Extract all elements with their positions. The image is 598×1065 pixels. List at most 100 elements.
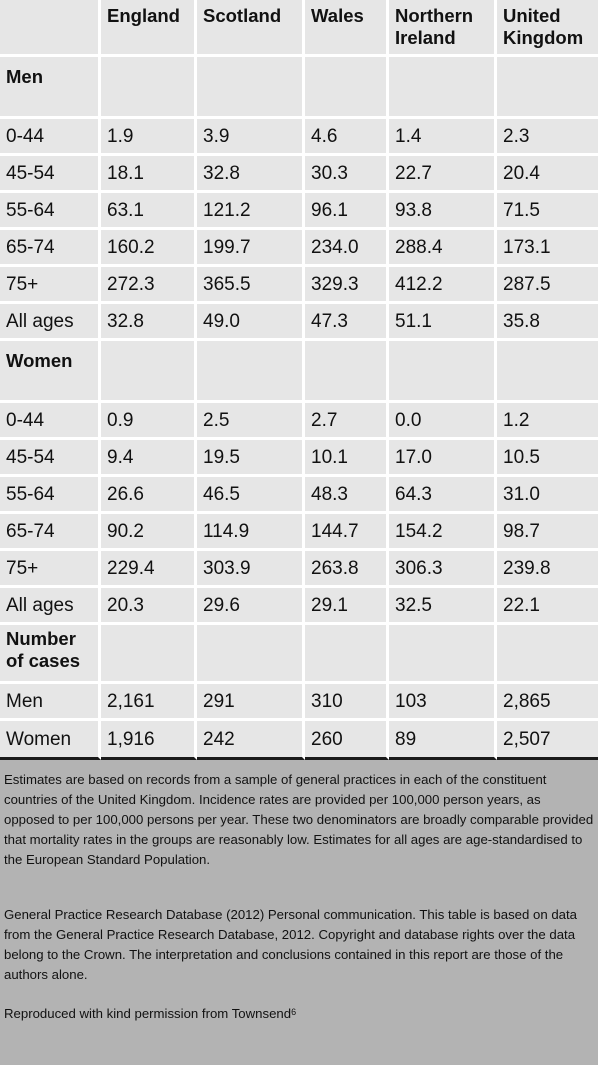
table-cell: 306.3 [389,551,497,588]
column-header: Northern Ireland [389,0,497,57]
table-cell: 2,161 [101,684,197,721]
table-row: 75+ 272.3 365.5 329.3 412.2 287.5 [0,267,598,304]
table-cell: 412.2 [389,267,497,304]
table-cell: 30.3 [305,156,389,193]
table-cell: 18.1 [101,156,197,193]
table-row: 75+ 229.4 303.9 263.8 306.3 239.8 [0,551,598,588]
table-cell: 288.4 [389,230,497,267]
column-header: Wales [305,0,389,57]
empty-cell [389,57,497,119]
row-label: 0-44 [0,403,101,440]
section-title: Women [0,341,101,403]
table-cell: 71.5 [497,193,598,230]
table-cell: 272.3 [101,267,197,304]
table-cell: 32.8 [197,156,305,193]
table-cell: 48.3 [305,477,389,514]
table-cell: 9.4 [101,440,197,477]
table-cell: 3.9 [197,119,305,156]
table-cell: 160.2 [101,230,197,267]
empty-cell [389,625,497,684]
table-cell: 260 [305,721,389,760]
empty-cell [305,625,389,684]
table-cell: 103 [389,684,497,721]
table-cell: 4.6 [305,119,389,156]
table-cell: 17.0 [389,440,497,477]
table-cell: 20.4 [497,156,598,193]
table-row: 45-54 18.1 32.8 30.3 22.7 20.4 [0,156,598,193]
table-cell: 64.3 [389,477,497,514]
table-row: Women 1,916 242 260 89 2,507 [0,721,598,760]
table-cell: 365.5 [197,267,305,304]
header-row: England Scotland Wales Northern Ireland Unit… [0,0,598,57]
column-header: England [101,0,197,57]
table-row: 0-44 0.9 2.5 2.7 0.0 1.2 [0,403,598,440]
empty-cell [101,341,197,403]
table-cell: 303.9 [197,551,305,588]
table-cell: 96.1 [305,193,389,230]
table-cell: 46.5 [197,477,305,514]
row-label: 45-54 [0,156,101,193]
table-cell: 1.4 [389,119,497,156]
table-cell: 1,916 [101,721,197,760]
table-cell: 2.5 [197,403,305,440]
table-cell: 114.9 [197,514,305,551]
reference-number: 6 [291,1007,297,1017]
section-header-row: Men [0,57,598,119]
table-cell: 20.3 [101,588,197,625]
table-cell: 173.1 [497,230,598,267]
empty-cell [101,625,197,684]
permission-note: Reproduced with kind permission from Tow… [4,1004,594,1024]
table-cell: 229.4 [101,551,197,588]
table-cell: 63.1 [101,193,197,230]
row-label: Men [0,684,101,721]
row-label: 75+ [0,551,101,588]
row-label: Women [0,721,101,760]
table-cell: 154.2 [389,514,497,551]
table-cell: 90.2 [101,514,197,551]
section-title: Number of cases [0,625,101,684]
table-row: 65-74 160.2 199.7 234.0 288.4 173.1 [0,230,598,267]
source-note: General Practice Research Database (2012… [4,907,577,982]
table-cell: 26.6 [101,477,197,514]
table-cell: 263.8 [305,551,389,588]
table-cell: 22.1 [497,588,598,625]
column-header: United Kingdom [497,0,598,57]
table-cell: 31.0 [497,477,598,514]
section-header-row: Number of cases [0,625,598,684]
row-label: All ages [0,304,101,341]
table-cell: 121.2 [197,193,305,230]
incidence-table: England Scotland Wales Northern Ireland Unit… [0,0,598,760]
table-cell: 47.3 [305,304,389,341]
table-cell: 287.5 [497,267,598,304]
table-cell: 89 [389,721,497,760]
table-cell: 29.6 [197,588,305,625]
header-corner [0,0,101,57]
table-notes: Estimates are based on records from a sa… [0,760,598,1024]
empty-cell [305,57,389,119]
table-cell: 2,865 [497,684,598,721]
table-cell: 0.0 [389,403,497,440]
permission-text: Reproduced with kind permission from Tow… [4,1006,292,1021]
table-body: England Scotland Wales Northern Ireland Unit… [0,0,598,760]
empty-cell [197,57,305,119]
table-cell: 1.2 [497,403,598,440]
table-row: 45-54 9.4 19.5 10.1 17.0 10.5 [0,440,598,477]
empty-cell [101,57,197,119]
table-cell: 2.3 [497,119,598,156]
empty-cell [497,57,598,119]
table-row: All ages 32.8 49.0 47.3 51.1 35.8 [0,304,598,341]
row-label: 0-44 [0,119,101,156]
table-row: All ages 20.3 29.6 29.1 32.5 22.1 [0,588,598,625]
row-label: 65-74 [0,230,101,267]
table-cell: 310 [305,684,389,721]
empty-cell [497,625,598,684]
row-label: All ages [0,588,101,625]
row-label: 65-74 [0,514,101,551]
table-cell: 32.5 [389,588,497,625]
table-cell: 29.1 [305,588,389,625]
row-label: 55-64 [0,477,101,514]
table-cell: 2,507 [497,721,598,760]
column-header: Scotland [197,0,305,57]
table-cell: 98.7 [497,514,598,551]
